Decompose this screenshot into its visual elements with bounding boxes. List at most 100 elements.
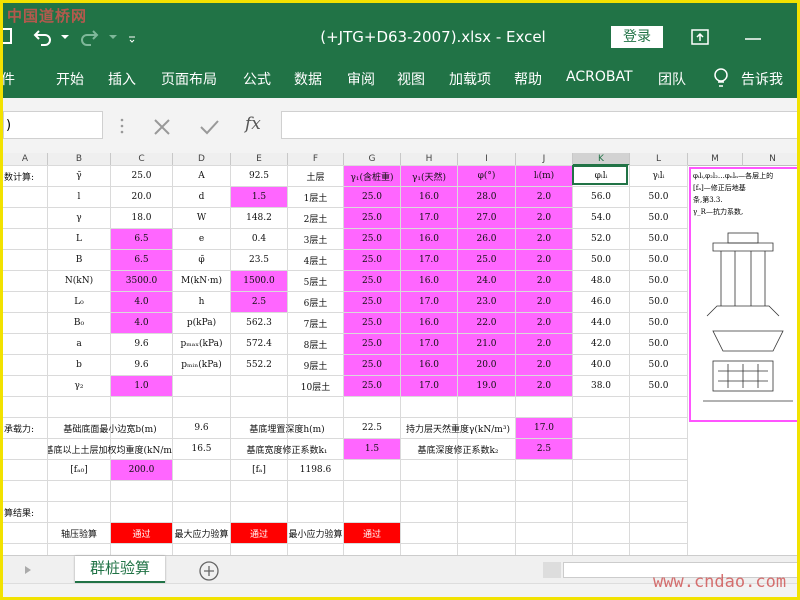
cell[interactable]: 50.0 — [648, 297, 669, 307]
cell[interactable]: 50.0 — [648, 213, 669, 223]
cell[interactable]: pₘₐₓ(kPa) — [180, 339, 223, 349]
cell[interactable]: 50.0 — [648, 255, 669, 265]
cell[interactable]: 2.0 — [516, 187, 572, 207]
cell[interactable]: 通过 — [231, 523, 287, 543]
cell[interactable]: 25.0 — [344, 187, 400, 207]
cell[interactable]: 基础底面最小边宽b(m) — [63, 424, 157, 435]
cell[interactable]: 18.0 — [131, 213, 152, 223]
cell[interactable]: 2.0 — [516, 313, 572, 333]
cell[interactable]: 25.0 — [344, 208, 400, 228]
cell[interactable]: 50.0 — [648, 234, 669, 244]
cell[interactable]: 16.0 — [401, 229, 457, 249]
cell[interactable]: 52.0 — [590, 234, 612, 244]
cell[interactable]: 572.4 — [246, 339, 272, 349]
cell[interactable]: 1层土 — [303, 193, 328, 204]
cell[interactable]: γ₁(含桩重) — [344, 166, 400, 186]
cell[interactable]: 40.0 — [590, 360, 612, 370]
cell[interactable]: 38.0 — [590, 381, 612, 391]
cell[interactable]: 2层土 — [303, 214, 328, 225]
cell[interactable]: 5层土 — [303, 277, 328, 288]
cell[interactable]: 16.0 — [401, 271, 457, 291]
cell[interactable]: p(kPa) — [186, 318, 217, 328]
cell[interactable]: 16.0 — [401, 355, 457, 375]
ribbon-tab[interactable]: 团队 — [658, 72, 686, 88]
cell[interactable]: 26.0 — [458, 229, 515, 249]
cell[interactable]: 50.0 — [648, 339, 669, 349]
cell[interactable]: 6.5 — [111, 250, 172, 270]
cell[interactable]: 17.0 — [401, 292, 457, 312]
cell[interactable]: 552.2 — [246, 360, 272, 370]
cell[interactable]: 42.0 — [590, 339, 612, 349]
cell[interactable]: 1.5 — [344, 439, 400, 459]
add-sheet-icon[interactable] — [198, 560, 220, 582]
cell[interactable]: 土层 — [306, 172, 325, 183]
cell[interactable]: 25.0 — [344, 376, 400, 396]
cell[interactable]: L₀ — [74, 297, 84, 307]
cell[interactable]: L — [76, 234, 82, 244]
ribbon-tab[interactable]: 插入 — [108, 72, 136, 88]
cell[interactable]: 50.0 — [648, 381, 669, 391]
ribbon-tab[interactable]: 审阅 — [347, 72, 375, 88]
cell[interactable]: 9层土 — [303, 361, 328, 372]
cell[interactable]: a — [76, 339, 82, 349]
cell[interactable]: M(kN·m) — [181, 276, 222, 286]
cell[interactable]: φ̄ — [198, 255, 205, 265]
cell[interactable]: 最小应力验算 — [288, 529, 343, 540]
cell[interactable]: 轴压验算 — [60, 529, 97, 540]
ribbon-tab[interactable]: 件 — [1, 72, 15, 88]
cell[interactable]: 数计算: — [4, 172, 35, 183]
cell[interactable]: 46.0 — [590, 297, 612, 307]
formula-input[interactable] — [281, 111, 797, 139]
cell[interactable]: 50.0 — [648, 276, 669, 286]
ribbon-tab[interactable]: 视图 — [397, 72, 425, 88]
cell[interactable]: 2.5 — [231, 292, 287, 312]
cell[interactable]: 2.0 — [516, 250, 572, 270]
cell[interactable]: 基底深度修正系数k₂ — [417, 445, 499, 456]
cell[interactable]: 25.0 — [458, 250, 515, 270]
scroll-left[interactable] — [543, 562, 561, 578]
cell[interactable]: 25.0 — [131, 171, 152, 181]
cell[interactable]: 25.0 — [344, 292, 400, 312]
cell[interactable]: 10层土 — [300, 382, 331, 393]
cell[interactable]: l — [77, 192, 81, 202]
cell[interactable]: 25.0 — [344, 334, 400, 354]
cell[interactable]: γ — [76, 213, 82, 223]
cell[interactable]: φ(°) — [458, 166, 515, 186]
cell[interactable]: 23.5 — [248, 255, 270, 265]
cell[interactable]: B₀ — [73, 318, 85, 328]
cell[interactable]: 17.0 — [516, 418, 572, 438]
cell[interactable]: N(kN) — [64, 276, 94, 286]
cell[interactable]: 25.0 — [344, 313, 400, 333]
scroll-tab-icon[interactable] — [23, 565, 33, 575]
cell[interactable]: 通过 — [111, 523, 172, 543]
cell[interactable]: 16.0 — [401, 187, 457, 207]
cell[interactable]: φᵢlᵢ — [594, 171, 608, 181]
cell[interactable]: 19.0 — [458, 376, 515, 396]
ribbon-tab[interactable]: 告诉我 — [741, 72, 783, 88]
cell[interactable]: 3500.0 — [111, 271, 172, 291]
cell[interactable]: 22.0 — [458, 313, 515, 333]
cell[interactable]: lᵢ(m) — [516, 166, 572, 186]
name-box[interactable]: ) — [3, 111, 103, 139]
cell[interactable]: 4.0 — [111, 292, 172, 312]
cell[interactable]: 承载力: — [4, 424, 35, 435]
cell[interactable]: 25.0 — [344, 355, 400, 375]
cell[interactable]: γ₂ — [74, 381, 84, 391]
cell[interactable]: h — [198, 297, 205, 307]
cell[interactable]: 4层土 — [303, 256, 328, 267]
cell[interactable]: γ̄ — [76, 171, 82, 181]
cell[interactable]: 2.0 — [516, 376, 572, 396]
cell[interactable]: 基底以上土层加权均重度(kN/m³ — [48, 445, 172, 456]
cell[interactable]: 21.0 — [458, 334, 515, 354]
cell[interactable]: 56.0 — [590, 192, 612, 202]
cell[interactable]: 6.5 — [111, 229, 172, 249]
minimize-icon[interactable] — [743, 37, 763, 41]
cell[interactable]: 20.0 — [458, 355, 515, 375]
column-header[interactable]: M — [688, 153, 743, 166]
cell[interactable]: 7层土 — [303, 319, 328, 330]
cell[interactable]: W — [196, 213, 207, 223]
cell[interactable]: b — [76, 360, 82, 370]
cell[interactable]: 25.0 — [344, 250, 400, 270]
cell[interactable]: 4.0 — [111, 313, 172, 333]
cell[interactable]: 27.0 — [458, 208, 515, 228]
